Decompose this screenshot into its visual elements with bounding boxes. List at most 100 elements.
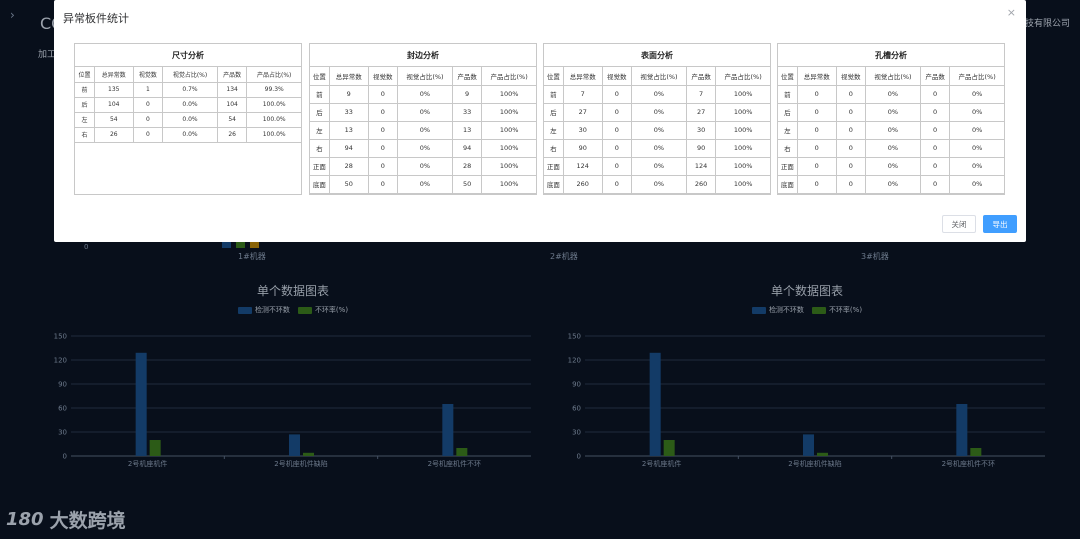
- chart-legend: 检测不环数 不环率(%): [43, 305, 543, 315]
- y-tick-label: 90: [572, 381, 581, 389]
- abnormal-board-stats-dialog: 异常板件统计 × 尺寸分析 位置 总异常数 视觉数 视觉占比(%) 产品数 产品占比(%)…: [54, 0, 1026, 242]
- chart-title: 单个数据图表: [770, 284, 843, 298]
- table-cell: 0%: [865, 84, 921, 104]
- bar: [970, 448, 982, 456]
- table-row: 右 26 0 0.0% 26 100.0%: [75, 126, 301, 143]
- column-header: 产品占比(%): [481, 67, 536, 86]
- table-cell: 0%: [631, 174, 687, 194]
- watermark-text: 大数跨境: [49, 510, 126, 532]
- top-chart-zero-tick: 0: [84, 243, 89, 251]
- edge-analysis-panel: 封边分析 位置 总异常数 视觉数 视觉占比(%) 产品数 产品占比(%) 前 9 0 0% 9 100…: [309, 43, 537, 195]
- machine-label: 3#机器: [861, 252, 889, 261]
- table-cell: 99.3%: [246, 81, 301, 98]
- table-cell: 26: [216, 126, 248, 143]
- analysis-table: 位置 总异常数 视觉数 视觉占比(%) 产品数 产品占比(%) 前 9 0 0% 9 100% 后 33 0…: [310, 67, 536, 194]
- y-tick-label: 0: [63, 453, 67, 461]
- legend-swatch: [811, 306, 826, 314]
- table-cell: 左: [778, 120, 798, 140]
- table-cell: 0%: [397, 174, 453, 194]
- legend-item[interactable]: 不环率(%): [297, 305, 348, 315]
- table-row: 前 0 0 0% 0 0%: [778, 84, 1004, 104]
- table-cell: 0: [835, 84, 867, 104]
- legend-item[interactable]: 检测不环数: [237, 305, 290, 315]
- legend-label: 检测不环数: [254, 306, 290, 314]
- table-cell: 26: [93, 126, 134, 143]
- table-cell: 124: [562, 156, 603, 176]
- table-cell: 100%: [715, 138, 770, 158]
- column-header: 产品占比(%): [246, 67, 301, 83]
- table-cell: 100%: [715, 156, 770, 176]
- single-data-chart-left: 单个数据图表 检测不环数 不环率(%) 0 30 60 90 120 150 2号机座机件 2…: [43, 282, 543, 482]
- panel-title: 表面分析: [544, 44, 770, 67]
- table-cell: 28: [328, 156, 369, 176]
- legend-item[interactable]: 不环率(%): [811, 305, 863, 315]
- table-cell: 0: [601, 120, 633, 140]
- table-header-row: 位置 总异常数 视觉数 视觉占比(%) 产品数 产品占比(%): [310, 67, 536, 86]
- table-cell: 1: [132, 81, 164, 98]
- table-cell: 后: [75, 96, 95, 113]
- y-tick-label: 120: [568, 357, 581, 365]
- table-cell: 0: [835, 102, 867, 122]
- table-cell: 7: [685, 84, 717, 104]
- table-cell: 30: [562, 120, 603, 140]
- legend-item[interactable]: 检测不环数: [751, 305, 804, 315]
- bar-chart: 0 30 60 90 120 150 2号机座机件 2号机座机件缺陷 2号机座机件不环: [568, 333, 1045, 468]
- column-header: 位置: [544, 67, 564, 86]
- table-cell: 0: [601, 156, 633, 176]
- table-cell: 正面: [310, 156, 330, 176]
- table-cell: 0.0%: [162, 126, 218, 143]
- table-cell: 0%: [631, 138, 687, 158]
- table-cell: 0%: [631, 156, 687, 176]
- panel-title: 孔槽分析: [778, 44, 1004, 67]
- analysis-table: 位置 总异常数 视觉数 视觉占比(%) 产品数 产品占比(%) 前 135 1 0.7% 134 99…: [75, 67, 301, 143]
- table-cell: 右: [310, 138, 330, 158]
- table-cell: 右: [778, 138, 798, 158]
- table-cell: 0: [919, 102, 951, 122]
- table-cell: 7: [562, 84, 603, 104]
- table-cell: 100.0%: [246, 111, 301, 128]
- table-cell: 54: [93, 111, 134, 128]
- company-name: 科技有限公司: [1015, 19, 1070, 29]
- single-data-chart-right: 单个数据图表 检测不环数 不环率(%) 0 30 60 90 120 150 2号机座机件 2…: [557, 282, 1057, 482]
- column-header: 视觉数: [601, 67, 633, 86]
- table-cell: 左: [310, 120, 330, 140]
- table-row: 正面 28 0 0% 28 100%: [310, 156, 536, 176]
- table-cell: 底面: [778, 174, 798, 194]
- expand-arrow-icon[interactable]: ›: [10, 8, 15, 22]
- table-row: 正面 124 0 0% 124 100%: [544, 156, 770, 176]
- column-header: 总异常数: [796, 67, 837, 86]
- y-tick-label: 30: [58, 429, 67, 437]
- table-cell: 104: [216, 96, 248, 113]
- table-cell: 0%: [631, 102, 687, 122]
- table-cell: 正面: [778, 156, 798, 176]
- table-cell: 0%: [865, 120, 921, 140]
- table-cell: 0.0%: [162, 111, 218, 128]
- table-cell: 0: [796, 174, 837, 194]
- close-icon[interactable]: ×: [1006, 6, 1016, 19]
- table-cell: 0: [132, 126, 164, 143]
- table-cell: 0: [919, 120, 951, 140]
- table-cell: 左: [544, 120, 564, 140]
- table-cell: 0: [796, 120, 837, 140]
- table-cell: 94: [451, 138, 483, 158]
- bar: [649, 352, 661, 456]
- panel-title: 封边分析: [310, 44, 536, 67]
- legend-swatch: [237, 306, 252, 314]
- table-cell: 54: [216, 111, 248, 128]
- table-row: 后 0 0 0% 0 0%: [778, 102, 1004, 122]
- machine-label: 2#机器: [550, 252, 578, 261]
- table-cell: 0%: [631, 120, 687, 140]
- legend-label: 不环率(%): [828, 306, 863, 314]
- export-button[interactable]: 导出: [983, 215, 1017, 233]
- table-cell: 前: [544, 84, 564, 104]
- table-row: 底面 50 0 0% 50 100%: [310, 174, 536, 194]
- top-chart-bar-green: [236, 242, 245, 248]
- legend-label: 检测不环数: [768, 306, 804, 314]
- table-cell: 100%: [481, 120, 536, 140]
- close-button[interactable]: 关闭: [942, 215, 976, 233]
- column-header: 视觉占比(%): [865, 67, 921, 86]
- table-row: 正面 0 0 0% 0 0%: [778, 156, 1004, 176]
- table-cell: 前: [310, 84, 330, 104]
- table-row: 后 27 0 0% 27 100%: [544, 102, 770, 122]
- table-cell: 124: [685, 156, 717, 176]
